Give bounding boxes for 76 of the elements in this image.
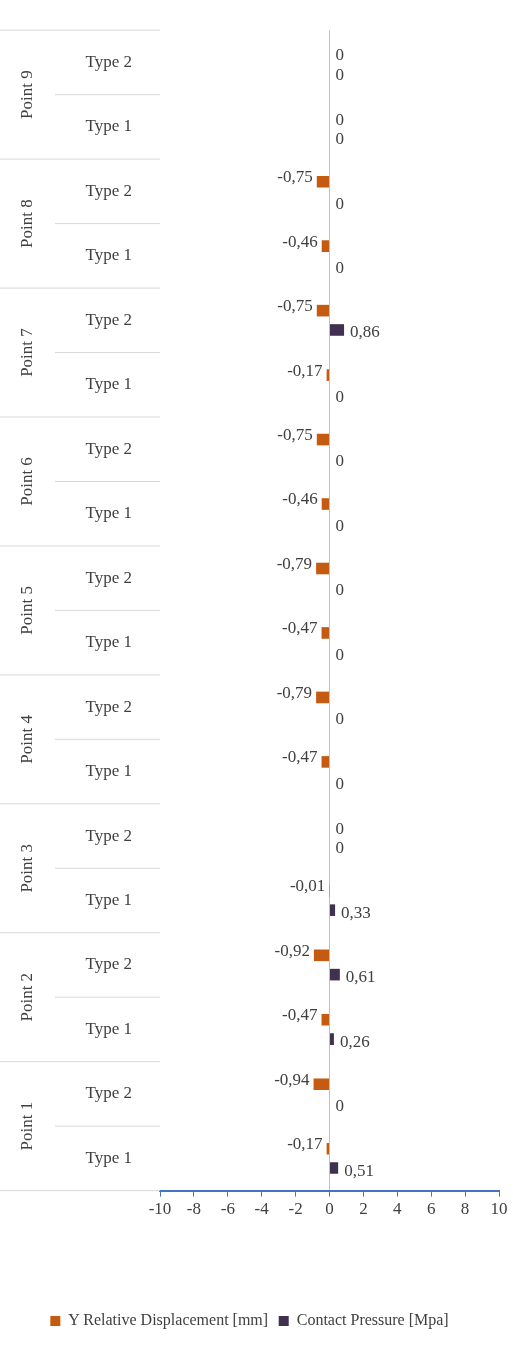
text: Point 2 [17, 972, 37, 1022]
data-label: -0,79 [276, 682, 313, 702]
data-label: -0,47 [282, 747, 319, 767]
y-tick-label: Type 2 [85, 309, 132, 329]
x-tick-label: 6 [426, 1199, 436, 1219]
x-tick-label: 4 [393, 1199, 403, 1219]
data-label: -0,47 [282, 618, 319, 638]
y-tick-label: Type 2 [85, 567, 132, 587]
y-tick-label: Type 1 [85, 889, 132, 909]
y-tick-label: Type 1 [85, 761, 132, 781]
x-tick-label: -10 [148, 1199, 172, 1219]
y-tick-label: Type 2 [85, 825, 132, 845]
data-label: 0 [335, 515, 344, 535]
data-label: 0 [335, 129, 344, 149]
text: Point 1 [17, 1101, 37, 1151]
x-tick-label: 2 [359, 1199, 368, 1219]
y-tick-label: Type 1 [85, 245, 132, 265]
y-tick-label: Type 1 [85, 1147, 132, 1167]
y-tick-label: Type 1 [85, 1018, 132, 1038]
data-label: -0,94 [274, 1069, 311, 1089]
y-tick-label: Type 2 [85, 180, 132, 200]
y-tick-label: Type 1 [85, 503, 132, 523]
data-label: -0,75 [277, 167, 313, 187]
y-tick-label: Type 1 [85, 632, 132, 652]
y-tick-label: Type 1 [85, 116, 132, 136]
data-label: -0,17 [287, 360, 324, 380]
data-label: 0 [335, 193, 344, 213]
data-label: 0 [335, 257, 344, 277]
data-label: -0,46 [282, 231, 318, 251]
data-label: -0,01 [289, 876, 326, 896]
y-tick-label: Type 2 [85, 51, 132, 71]
data-label: 0 [335, 644, 344, 664]
y-tick-label: Type 1 [85, 374, 132, 394]
data-label: 0 [335, 109, 344, 129]
data-label: 0 [335, 451, 344, 471]
y-tick-label: Type 2 [85, 1083, 132, 1103]
x-tick-label: -8 [186, 1199, 201, 1219]
data-label: -0,17 [287, 1134, 324, 1154]
data-label: 0,26 [339, 1031, 370, 1051]
data-label: -0,92 [274, 940, 310, 960]
data-label: 0,33 [341, 902, 371, 922]
text: Point 7 [17, 327, 37, 377]
data-label: 0,61 [345, 967, 376, 987]
x-tick-label: 0 [325, 1199, 334, 1219]
y-tick-label: Type 2 [85, 438, 132, 458]
text: Point 8 [17, 199, 37, 248]
x-tick-label: -2 [288, 1199, 303, 1219]
data-label: 0,51 [344, 1160, 374, 1180]
text: Point 4 [17, 714, 37, 764]
data-label: -0,75 [277, 296, 313, 316]
text: Point 3 [17, 843, 37, 893]
x-tick-label: -4 [254, 1199, 270, 1219]
data-label: 0 [335, 64, 344, 84]
y-tick-label: Type 2 [85, 954, 132, 974]
data-label: 0 [335, 45, 344, 65]
data-label: 0 [335, 709, 344, 729]
data-label: -0,46 [282, 489, 318, 509]
x-tick-label: 8 [460, 1199, 470, 1219]
data-label: 0,86 [350, 322, 380, 342]
x-tick-label: -6 [220, 1199, 235, 1219]
legend-label: Y Relative Displacement [mm] [68, 1311, 269, 1330]
data-label: 0 [335, 838, 344, 858]
text: Point 5 [17, 586, 37, 635]
data-label: 0 [335, 773, 344, 793]
data-label: -0,47 [282, 1005, 319, 1025]
data-label: -0,79 [276, 553, 313, 573]
legend-label: Contact Pressure [Mpa] [296, 1311, 449, 1330]
data-label: 0 [335, 580, 344, 600]
data-label: 0 [335, 1096, 344, 1116]
data-label: 0 [335, 386, 344, 406]
data-label: -0,75 [277, 425, 313, 445]
y-tick-label: Type 2 [85, 696, 132, 716]
text: Point 6 [17, 457, 37, 506]
data-label: 0 [335, 818, 344, 838]
text: Point 9 [17, 70, 37, 119]
x-tick-label: 10 [490, 1199, 508, 1219]
